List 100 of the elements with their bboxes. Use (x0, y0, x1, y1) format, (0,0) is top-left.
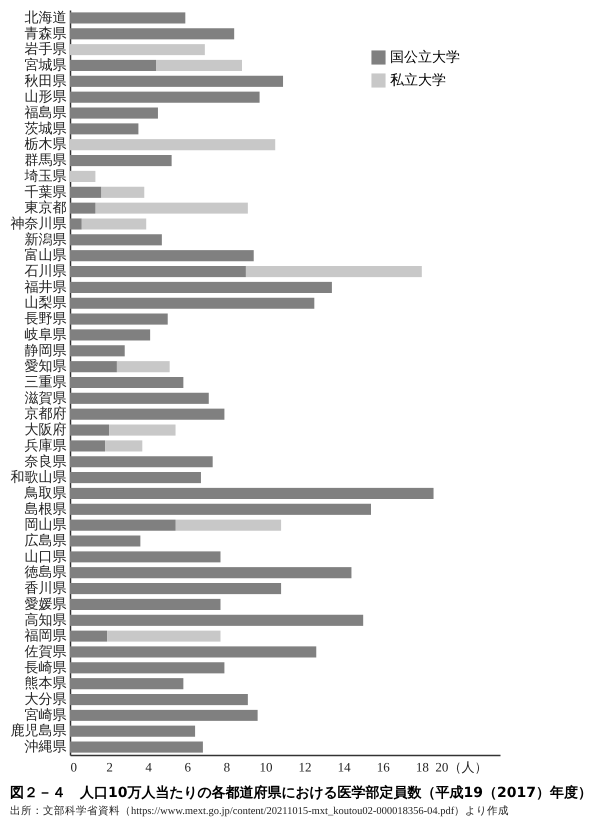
bar (70, 424, 110, 436)
bar (176, 520, 282, 531)
y-tick-label: 沖縄県 (24, 739, 66, 756)
x-tick-label: 16 (376, 760, 390, 774)
bar (82, 218, 146, 230)
bar (70, 314, 168, 325)
bar (70, 155, 172, 166)
x-tick-label: 8 (224, 760, 230, 774)
bar (70, 551, 220, 562)
bar (70, 28, 234, 40)
x-tick-label: 4 (145, 760, 152, 774)
bar (70, 266, 246, 278)
bar (70, 282, 332, 293)
bar (70, 392, 209, 404)
y-tick-label: 山口県 (24, 548, 66, 565)
bar (70, 376, 184, 388)
y-tick-label: 奈良県 (24, 454, 66, 470)
bar (70, 12, 186, 24)
bar (70, 678, 184, 690)
bar (70, 298, 314, 309)
y-tick-label: 大阪府 (24, 422, 66, 438)
bar (70, 583, 282, 594)
y-tick-label: 愛媛県 (24, 596, 66, 612)
bar (70, 329, 150, 340)
y-tick-label: 山梨県 (24, 295, 66, 312)
bar (246, 266, 422, 278)
bar (70, 234, 162, 246)
bar (70, 107, 158, 119)
bar (70, 646, 316, 658)
y-tick-label: 秋田県 (24, 73, 66, 90)
y-tick-label: 福井県 (24, 279, 66, 296)
text: 出所：文部科学省資料（https://www.mext.go.jp/content/20211015-mxt_koutou02-000018356-04.pdf）より作成 (10, 804, 510, 817)
bar (70, 472, 201, 484)
y-tick-label: 佐賀県 (24, 644, 66, 660)
bar (156, 60, 242, 72)
y-tick-label: 兵庫県 (24, 438, 66, 454)
y-tick-label: 鹿児島県 (10, 723, 66, 740)
y-tick-label: 石川県 (24, 264, 66, 280)
y-tick-label: 栃木県 (24, 136, 66, 153)
bar (107, 630, 220, 642)
y-tick-label: 静岡県 (24, 342, 66, 359)
y-tick-label: 北海道 (24, 10, 66, 26)
bar (70, 170, 96, 182)
y-tick-label: 高知県 (24, 612, 66, 628)
y-tick-label: 岐阜県 (24, 326, 66, 343)
x-tick-label: 14 (338, 760, 352, 774)
y-tick-label: 岡山県 (24, 517, 66, 534)
bar (70, 742, 203, 753)
bar (109, 424, 176, 436)
bar (70, 598, 220, 610)
y-tick-label: 東京都 (24, 200, 66, 216)
bar (70, 123, 138, 134)
y-tick-label: 福岡県 (24, 628, 66, 644)
bar (70, 408, 224, 420)
bar (70, 535, 140, 547)
bar (101, 186, 144, 198)
y-tick-label: 鳥取県 (24, 485, 66, 502)
y-tick-label: 徳島県 (24, 564, 66, 581)
y-tick-label: 福島県 (24, 105, 66, 122)
bar (70, 488, 434, 500)
legend-label: 私立大学 (390, 72, 446, 88)
bar (70, 456, 213, 468)
y-tick-label: 広島県 (24, 533, 66, 550)
bar (70, 726, 196, 737)
y-tick-label: 茨城県 (24, 120, 66, 137)
bar (70, 202, 96, 214)
y-tick-label: 熊本県 (24, 676, 66, 692)
y-tick-label: 岩手県 (24, 42, 66, 58)
bar (70, 139, 276, 150)
bar (70, 520, 176, 531)
y-tick-label: 和歌山県 (10, 470, 66, 486)
bar (70, 92, 260, 103)
y-tick-label: 宮城県 (24, 57, 66, 74)
x-tick-label: 2 (106, 760, 113, 774)
y-tick-label: 島根県 (24, 501, 66, 518)
y-tick-label: 青森県 (24, 26, 66, 42)
bar (70, 345, 125, 356)
bar (70, 250, 254, 262)
bar (105, 440, 142, 452)
y-tick-label: 長崎県 (24, 660, 66, 676)
x-tick-label: 10 (259, 760, 272, 774)
y-tick-label: 愛知県 (24, 358, 66, 375)
y-tick-label: 埼玉県 (24, 168, 66, 184)
x-tick-label: 6 (184, 760, 192, 774)
y-tick-label: 千葉県 (24, 184, 66, 200)
bar (70, 440, 106, 452)
x-tick-label: 0 (70, 760, 77, 774)
y-tick-label: 香川県 (24, 580, 66, 597)
bar (70, 710, 258, 721)
bar (70, 630, 108, 642)
x-tick-label: 20（人） (435, 760, 488, 774)
text: 図２－４ 人口10万人当たりの各都道府県における医学部定員数（平成19（2017）年度） (10, 784, 592, 801)
x-tick-label: 12 (298, 760, 312, 774)
bar (70, 614, 364, 626)
y-tick-label: 京都府 (24, 406, 66, 422)
y-tick-label: 滋賀県 (24, 390, 66, 406)
x-tick-label: 18 (416, 760, 429, 774)
bar (95, 202, 248, 214)
y-tick-label: 新潟県 (24, 232, 66, 248)
bar (70, 76, 284, 87)
